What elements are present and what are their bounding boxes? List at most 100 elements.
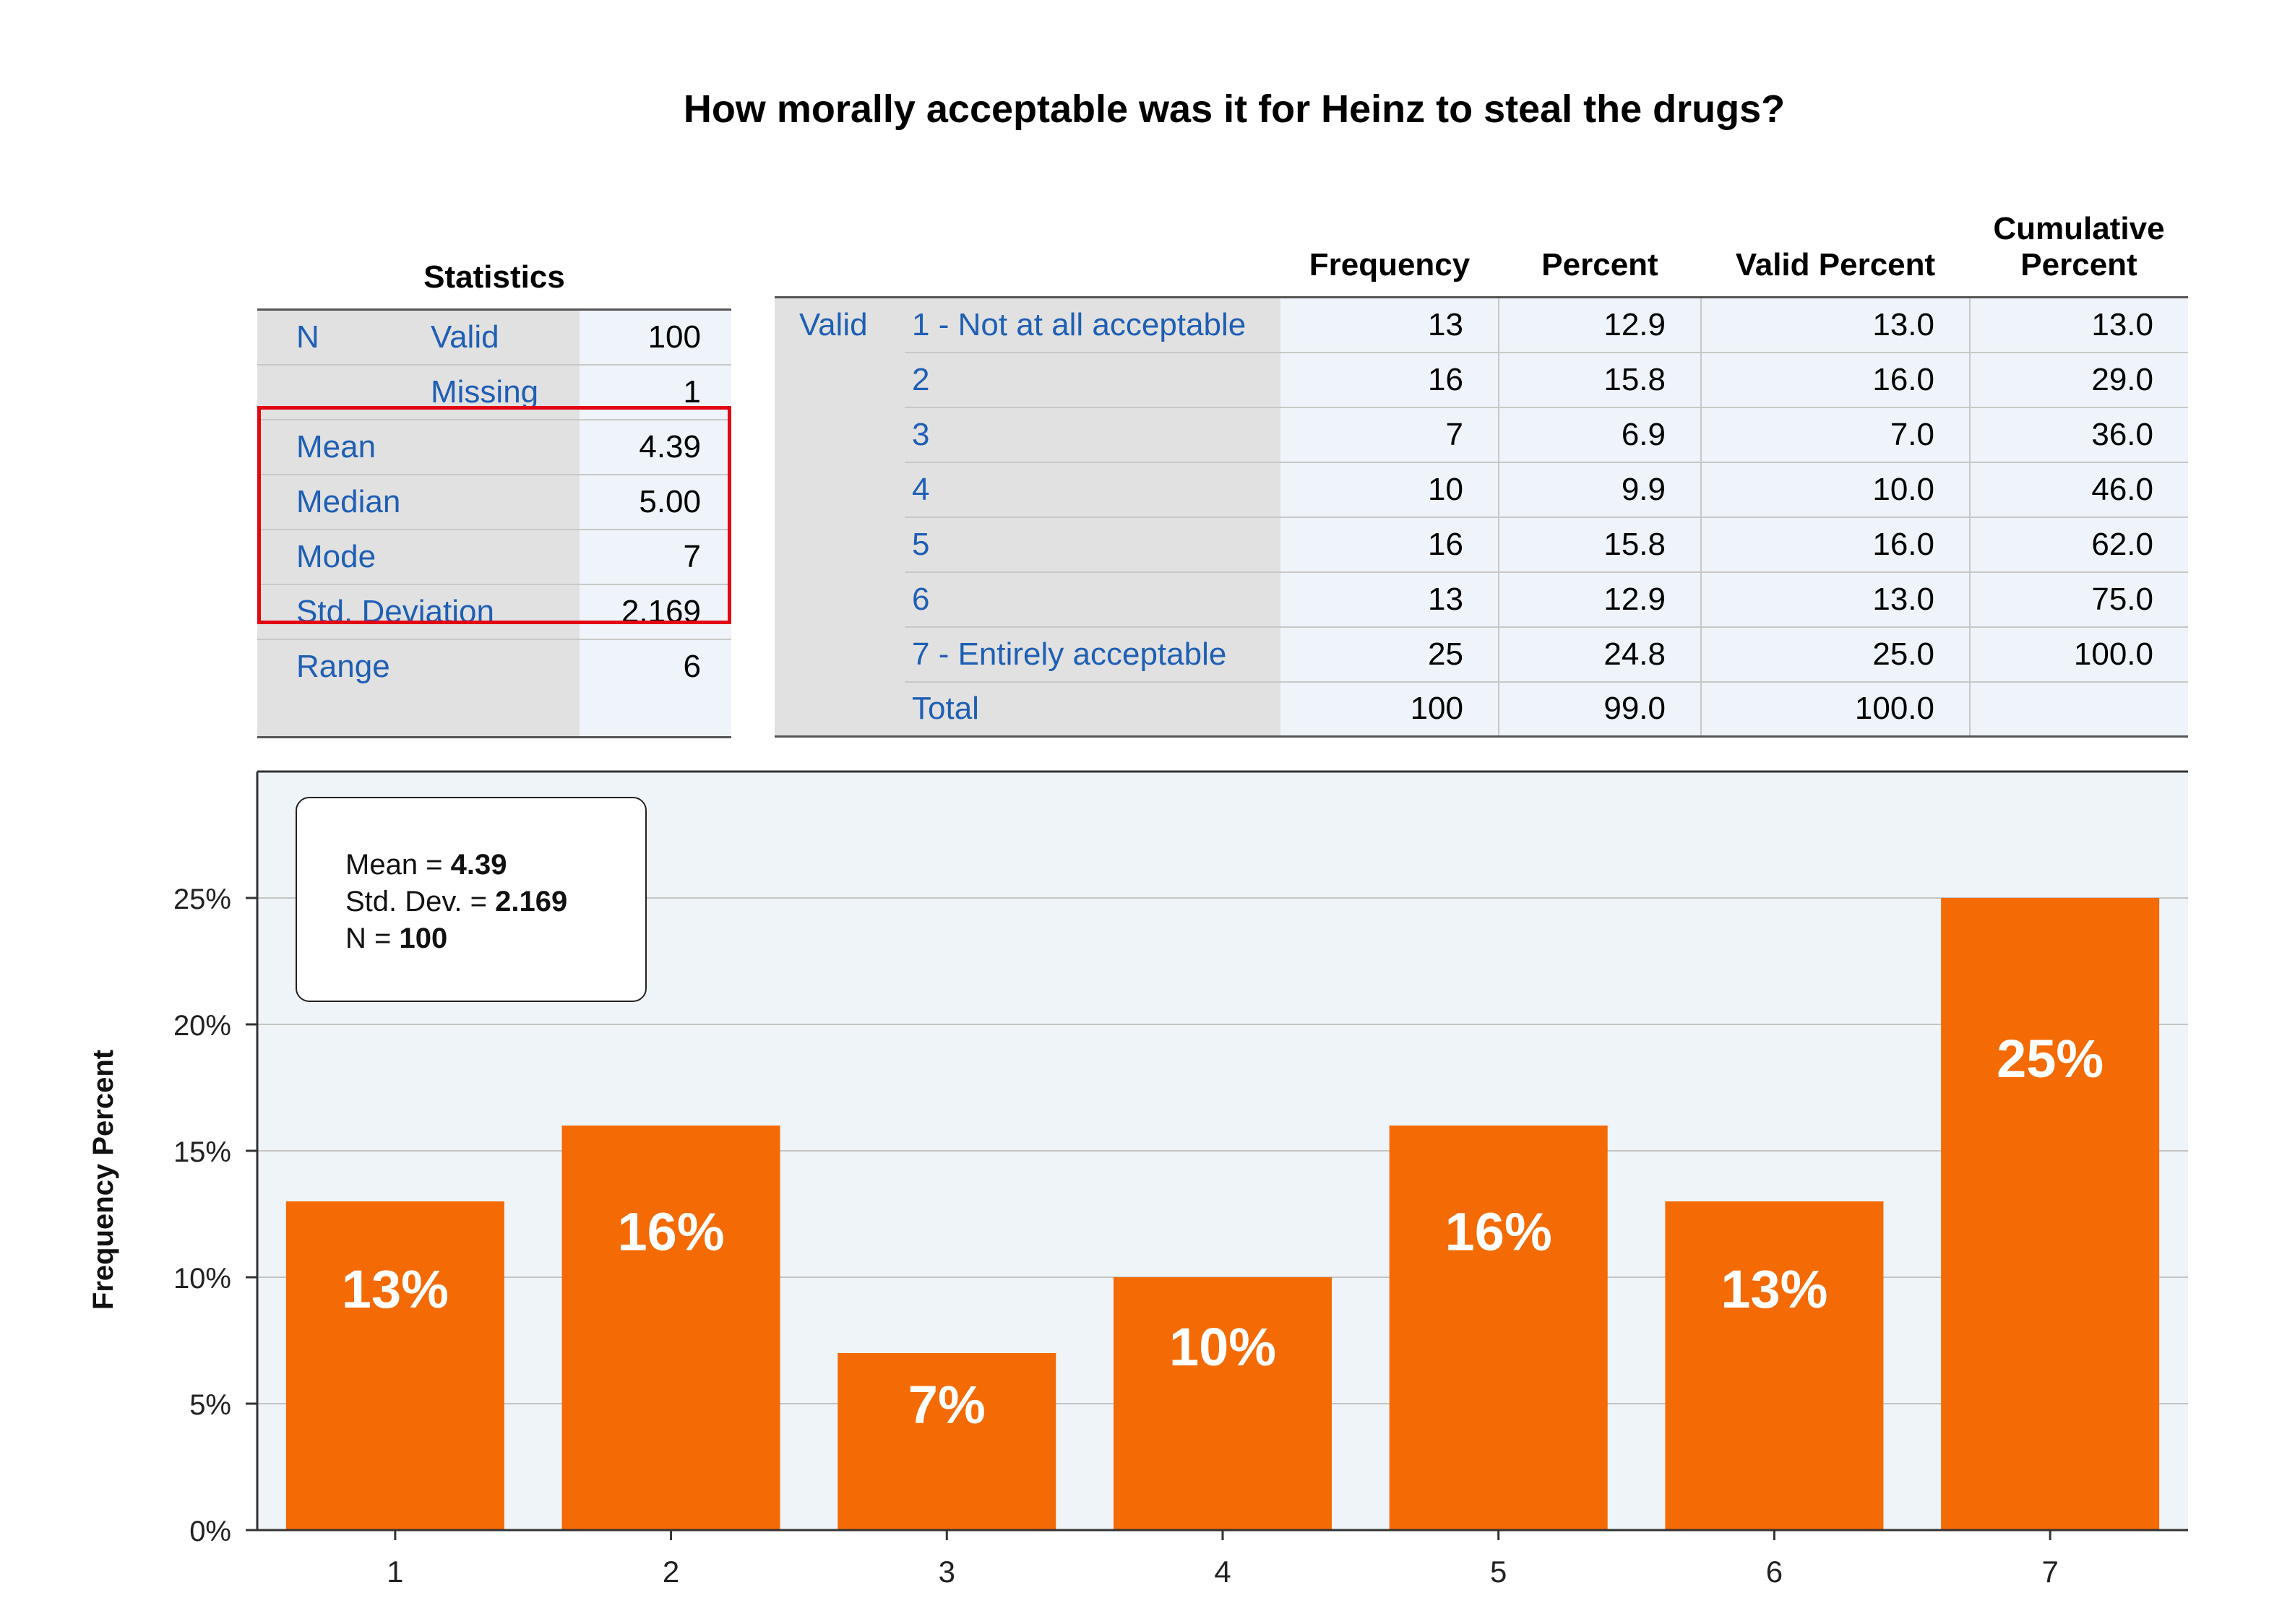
summary-box — [296, 797, 647, 1002]
bar — [1389, 1126, 1608, 1530]
freq-cell-percent: 24.8 — [1499, 626, 1702, 683]
summary-label: N = — [345, 923, 399, 954]
bar-data-label: 13% — [1721, 1259, 1827, 1319]
stats-label-std-deviation: Std. Deviation — [257, 584, 580, 640]
summary-value: 2.169 — [495, 886, 567, 917]
freq-group-label — [775, 571, 905, 627]
freq-cell-valid-percent: 13.0 — [1701, 297, 1971, 353]
x-tick-label: 2 — [663, 1555, 679, 1589]
freq-cell-percent: 6.9 — [1499, 407, 1702, 463]
freq-cell-cumulative: 62.0 — [1970, 517, 2188, 573]
bar-data-label: 16% — [618, 1201, 725, 1261]
freq-cell-frequency: 16 — [1280, 352, 1499, 408]
freq-row-label: 2 — [905, 352, 1280, 408]
freq-cell-frequency: 7 — [1280, 407, 1499, 463]
freq-row-label: 6 — [905, 571, 1280, 628]
y-tick-label: 25% — [173, 884, 231, 915]
freq-cell-valid-percent: 100.0 — [1701, 681, 1971, 737]
x-tick-label: 1 — [387, 1555, 403, 1589]
freq-cell-valid-percent: 10.0 — [1701, 462, 1971, 518]
highlight-box — [257, 406, 731, 624]
freq-row-label: 3 — [905, 407, 1280, 463]
y-tick-label: 5% — [189, 1389, 231, 1421]
stats-label-mean: Mean — [257, 419, 580, 475]
freq-cell-percent: 15.8 — [1499, 352, 1702, 408]
freq-group-label — [775, 407, 905, 462]
header-percent: Percent — [1541, 247, 1658, 282]
bar — [285, 1201, 504, 1530]
stats-label-range: Range — [257, 639, 580, 694]
freq-cell-cumulative: 75.0 — [1970, 571, 2188, 628]
freq-cell-cumulative: 100.0 — [1970, 626, 2188, 683]
statistics-table: Statistics N Valid 100 Missing 1 Mean 4.… — [257, 202, 731, 738]
freq-row: 6 13 12.9 13.0 75.0 — [775, 571, 2188, 628]
stats-value-mean: 4.39 — [580, 419, 731, 475]
y-tick-label: 15% — [173, 1136, 231, 1168]
stats-value-mode: 7 — [580, 529, 731, 585]
x-tick-label: 7 — [2041, 1555, 2058, 1589]
freq-cell-percent: 99.0 — [1499, 681, 1702, 737]
summary-value: 100 — [399, 923, 447, 954]
summary-value: 4.39 — [451, 849, 507, 881]
stats-label-missing: Missing — [431, 364, 580, 420]
x-tick-label: 4 — [1214, 1555, 1231, 1589]
stats-label-valid: Valid — [431, 309, 580, 366]
bar — [1941, 898, 2160, 1530]
summary-line: N = 100 — [345, 923, 447, 954]
x-tick-label: 5 — [1490, 1555, 1507, 1589]
stats-filler — [257, 694, 580, 737]
freq-cell-cumulative: 46.0 — [1970, 462, 2188, 518]
freq-cell-percent: 12.9 — [1499, 571, 1702, 628]
freq-cell-percent: 15.8 — [1499, 517, 1702, 573]
freq-cell-valid-percent: 7.0 — [1701, 407, 1971, 463]
freq-cell-frequency: 100 — [1280, 681, 1499, 737]
freq-cell-cumulative: 29.0 — [1970, 352, 2188, 408]
header-valid-percent: Valid Percent — [1735, 247, 1936, 282]
freq-group-label: Valid — [775, 297, 905, 353]
y-tick-label: 10% — [173, 1263, 231, 1295]
freq-group-label — [775, 517, 905, 572]
freq-cell-frequency: 10 — [1280, 462, 1499, 518]
freq-group-label — [775, 352, 905, 407]
summary-line: Mean = 4.39 — [345, 849, 507, 881]
freq-cell-cumulative — [1970, 681, 2188, 737]
freq-row: Valid 1 - Not at all acceptable 13 12.9 13.0… — [775, 297, 2188, 353]
bar — [838, 1353, 1056, 1530]
stats-n-label: N — [257, 309, 431, 366]
bar-data-label: 13% — [342, 1259, 449, 1319]
stats-value-missing: 1 — [580, 364, 731, 420]
stats-label-median: Median — [257, 474, 580, 530]
stats-value-range: 6 — [580, 639, 731, 694]
y-tick-label: 0% — [189, 1516, 231, 1547]
statistics-header: Statistics — [257, 202, 731, 311]
freq-cell-cumulative: 13.0 — [1970, 297, 2188, 353]
stats-label-mode: Mode — [257, 529, 580, 585]
bar-data-label: 16% — [1445, 1201, 1552, 1261]
freq-cell-valid-percent: 16.0 — [1701, 352, 1971, 408]
freq-group-label — [775, 681, 905, 737]
freq-row: 5 16 15.8 16.0 62.0 — [775, 517, 2188, 573]
freq-cell-frequency: 16 — [1280, 517, 1499, 573]
freq-cell-percent: 9.9 — [1499, 462, 1702, 518]
freq-row-label: 4 — [905, 462, 1280, 518]
stats-filler-value — [580, 694, 731, 737]
bar — [561, 1126, 780, 1530]
freq-cell-cumulative: 36.0 — [1970, 407, 2188, 463]
bar-data-label: 7% — [908, 1375, 986, 1435]
freq-cell-valid-percent: 25.0 — [1701, 626, 1971, 683]
bar-data-label: 10% — [1169, 1317, 1276, 1377]
freq-cell-valid-percent: 16.0 — [1701, 517, 1971, 573]
freq-cell-percent: 12.9 — [1499, 297, 1702, 353]
y-tick-label: 20% — [173, 1010, 231, 1042]
freq-row-label: 5 — [905, 517, 1280, 573]
bar — [1114, 1277, 1332, 1530]
y-axis-title: Frequency Percent — [87, 1050, 119, 1310]
summary-label: Std. Dev. = — [345, 886, 495, 917]
summary-label: Mean = — [345, 849, 451, 881]
summary-line: Std. Dev. = 2.169 — [345, 886, 567, 917]
freq-group-label — [775, 462, 905, 517]
x-tick-label: 3 — [939, 1555, 955, 1589]
stats-value-std-deviation: 2.169 — [580, 584, 731, 640]
header-cumulative-percent: Cumulative Percent — [1970, 202, 2188, 298]
